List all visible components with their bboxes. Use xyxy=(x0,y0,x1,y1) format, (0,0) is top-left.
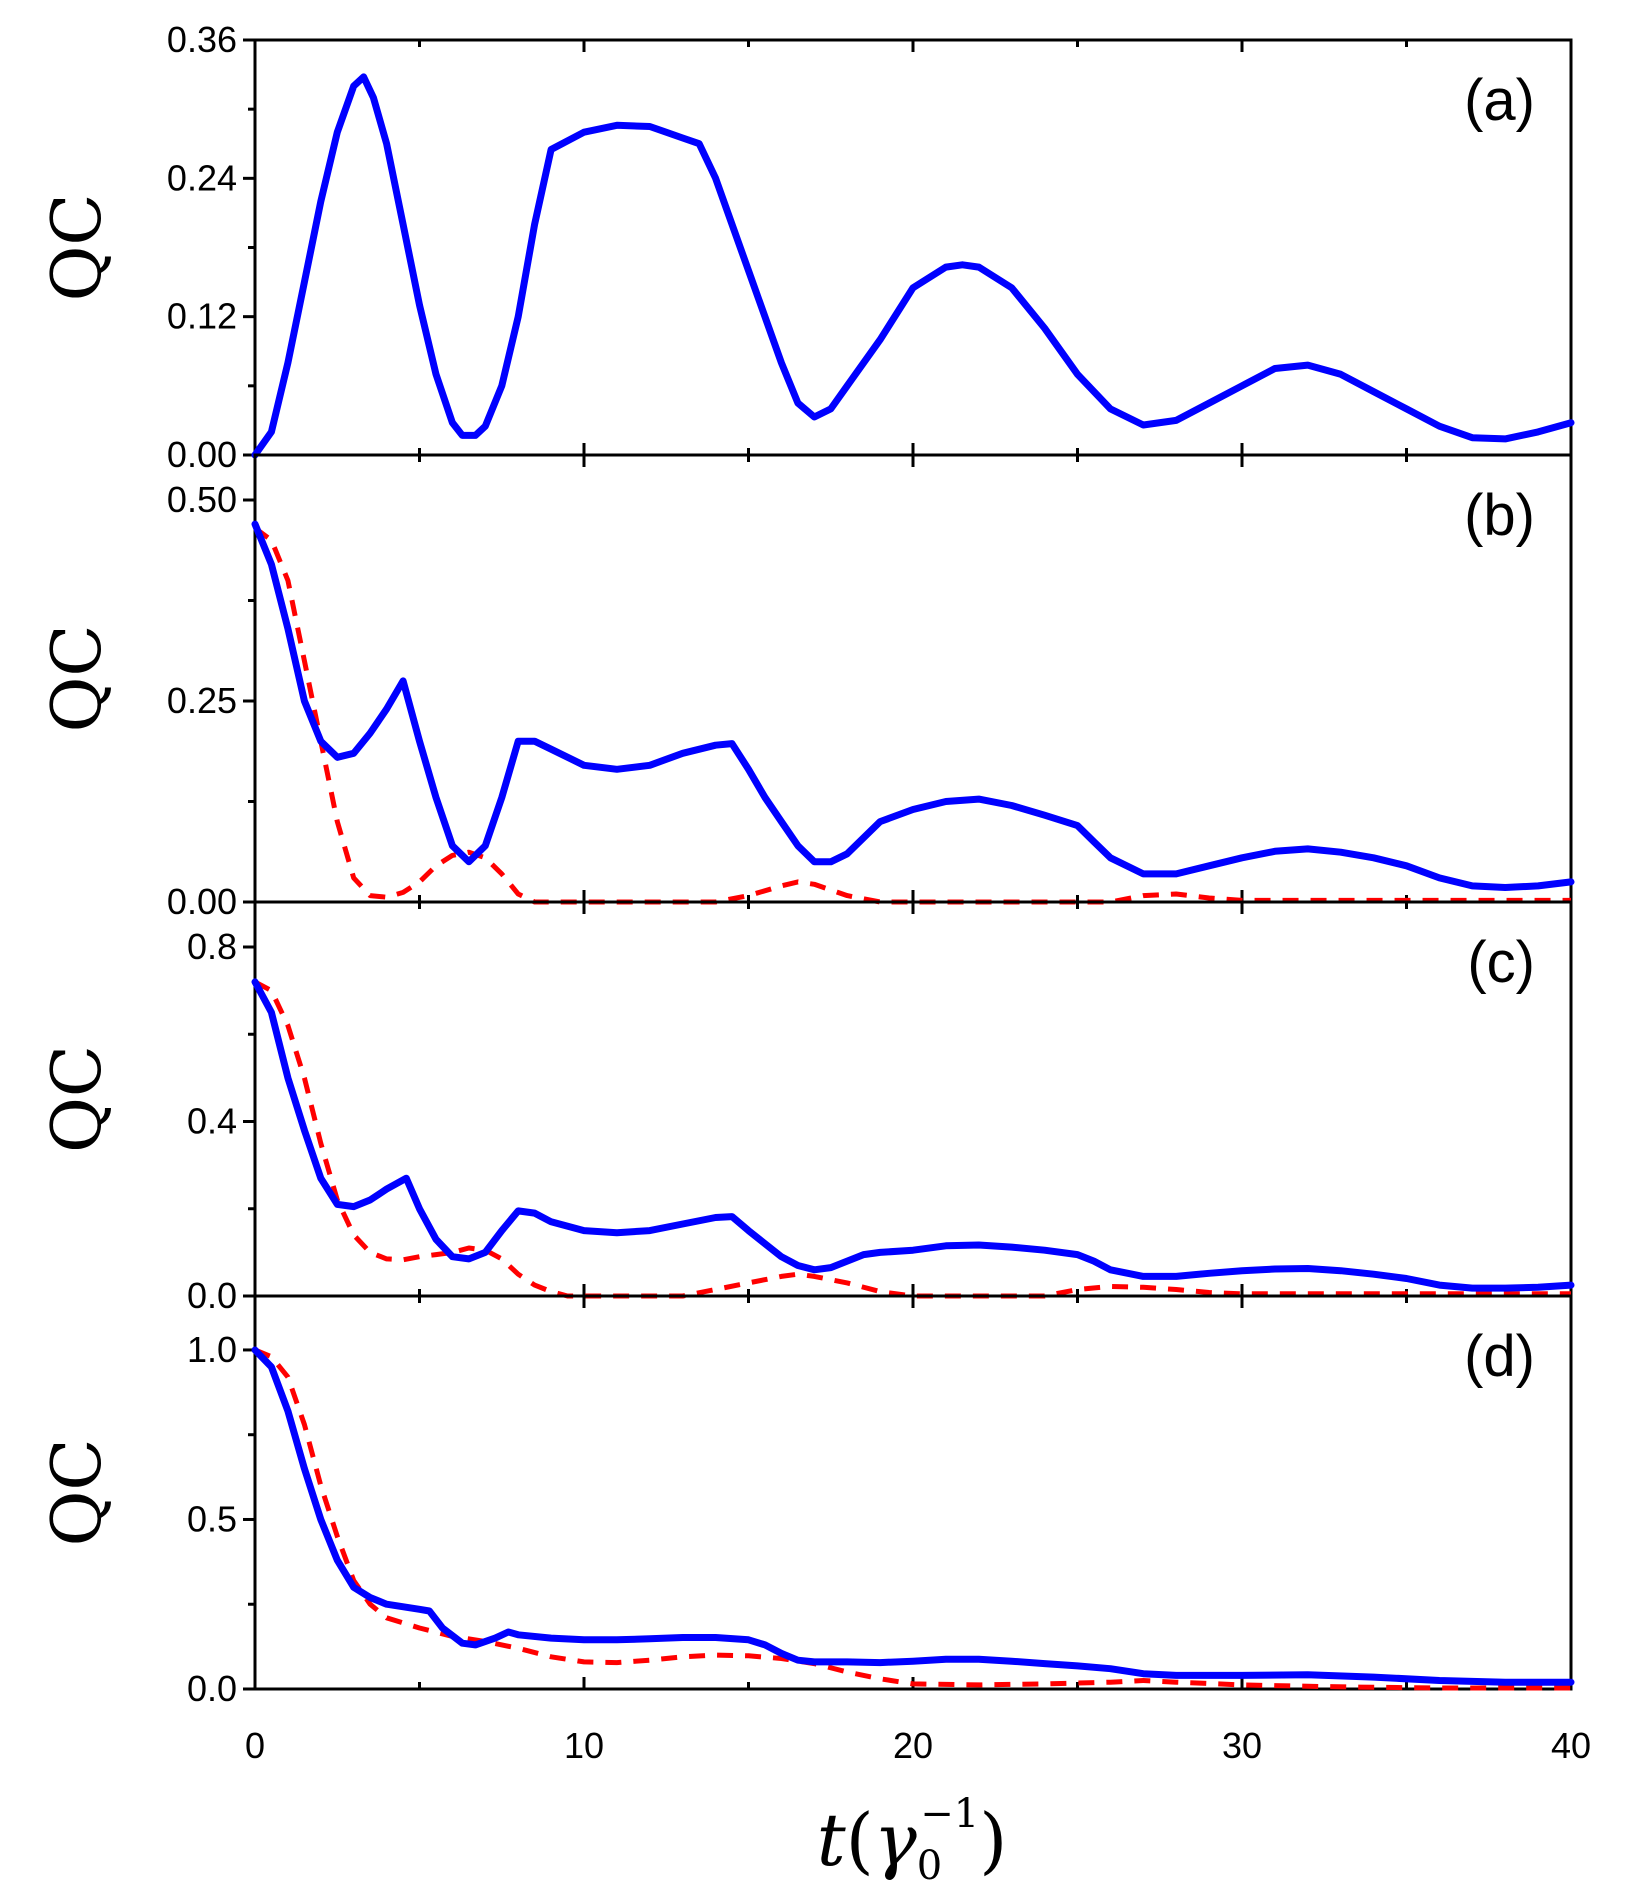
x-axis-label-open-paren: ( xyxy=(846,1798,874,1882)
series-solid-line xyxy=(251,1346,1575,1686)
y-axis-label: QC xyxy=(38,1045,117,1153)
series-solid-line xyxy=(251,73,1575,459)
series-solid-line xyxy=(251,978,1575,1292)
x-axis-label: t(γ0 −1) xyxy=(817,1791,1008,1889)
series-solid-line xyxy=(251,520,1575,891)
y-tick-label: 0.0 xyxy=(187,1275,237,1316)
y-tick-label: 0.8 xyxy=(187,926,237,967)
y-tick-label: 0.0 xyxy=(187,1668,237,1709)
y-axis-label: QC xyxy=(38,194,117,302)
y-tick-label: 0.00 xyxy=(167,881,237,922)
panel-label: (d) xyxy=(1464,1324,1535,1389)
x-tick-label: 30 xyxy=(1222,1725,1262,1766)
y-tick-label: 0.36 xyxy=(167,19,237,60)
x-axis-label-gamma: γ xyxy=(874,1798,918,1882)
x-axis-label-close-paren: ) xyxy=(979,1798,1007,1882)
panel-label: (c) xyxy=(1467,930,1535,995)
panel-d: 0.0 0.5 1.0 QC (d) xyxy=(38,1294,1575,1709)
y-tick-label: 0.12 xyxy=(167,296,237,337)
y-tick-label: 0.25 xyxy=(167,680,237,721)
panel-a: 0.00 0.12 0.24 0.36 QC (a) xyxy=(38,19,1575,475)
panel-label: (b) xyxy=(1464,483,1535,548)
x-tick-label: 10 xyxy=(564,1725,604,1766)
x-tick-label: 0 xyxy=(245,1725,265,1766)
y-tick-label: 0.5 xyxy=(187,1498,237,1539)
y-tick-label: 0.00 xyxy=(167,434,237,475)
x-tick-label: 20 xyxy=(893,1725,933,1766)
y-axis-label: QC xyxy=(38,1439,117,1547)
panel-label: (a) xyxy=(1464,68,1535,133)
y-tick-label: 0.50 xyxy=(167,479,237,520)
y-tick-label: 0.4 xyxy=(187,1101,237,1142)
y-tick-label: 0.24 xyxy=(167,157,237,198)
x-tick-label: 40 xyxy=(1551,1725,1591,1766)
x-axis-label-subscript: 0 xyxy=(917,1843,942,1889)
series-dashed-line xyxy=(253,526,1571,905)
x-axis-label-superscript: −1 xyxy=(920,1791,979,1837)
y-tick-label: 1.0 xyxy=(187,1329,237,1370)
y-axis-label: QC xyxy=(38,625,117,733)
x-axis-tick-labels: 0 10 20 30 40 xyxy=(245,1725,1591,1766)
x-axis-label-variable: t xyxy=(817,1798,847,1882)
